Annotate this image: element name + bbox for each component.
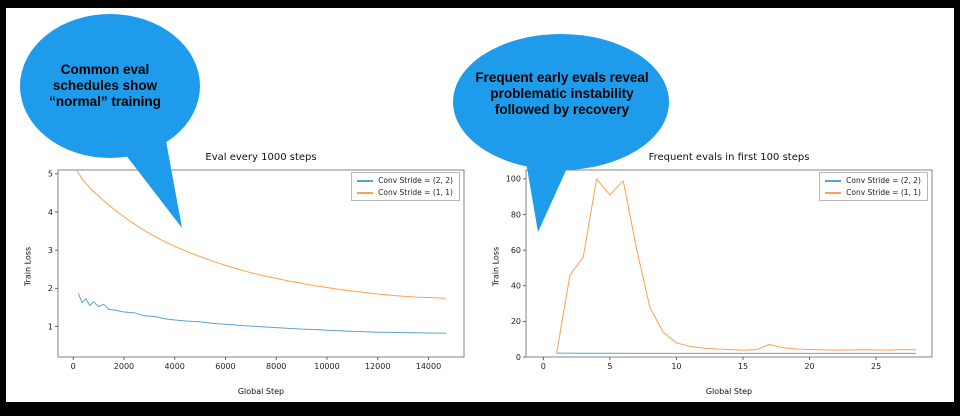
svg-text:4: 4	[48, 208, 53, 217]
legend-label: Conv Stride = (1, 1)	[378, 188, 453, 197]
legend-label: Conv Stride = (2, 2)	[378, 176, 453, 185]
chart-title: Frequent evals in first 100 steps	[648, 152, 810, 163]
svg-text:10: 10	[671, 362, 681, 371]
callout-text-left: Common eval schedules show “normal” trai…	[49, 62, 161, 109]
speech-bubble-right	[453, 34, 669, 232]
legend-entry: Conv Stride = (2, 2)	[357, 176, 453, 185]
chart-plot-area: 0 5 10 15 20 25 0 20 40 60 80 100	[506, 169, 933, 371]
svg-text:3: 3	[48, 246, 53, 255]
speech-bubble-tail	[526, 162, 568, 232]
speech-bubble-left	[20, 14, 200, 228]
svg-text:5: 5	[607, 362, 612, 371]
x-axis-label: Global Step	[237, 387, 285, 396]
svg-text:4000: 4000	[165, 362, 185, 371]
legend-entry: Conv Stride = (1, 1)	[357, 188, 453, 197]
chart-frequent-evals-first-100-steps: Frequent evals in first 100 steps 0 5 10 15…	[490, 152, 942, 398]
svg-text:2: 2	[48, 284, 53, 293]
legend-line-swatch	[357, 179, 374, 182]
legend-entry: Conv Stride = (2, 2)	[825, 176, 921, 185]
legend-label: Conv Stride = (1, 1)	[846, 188, 921, 197]
chart-eval-every-1000-steps: Eval every 1000 steps 0 2000 4000 6000 8000 1…	[22, 152, 474, 398]
legend-entry: Conv Stride = (1, 1)	[825, 188, 921, 197]
chart-legend: Conv Stride = (2, 2) Conv Stride = (1, 1…	[351, 172, 460, 201]
svg-text:80: 80	[511, 210, 521, 219]
svg-text:25: 25	[871, 362, 881, 371]
x-axis-label: Global Step	[705, 387, 753, 396]
svg-text:100: 100	[506, 175, 521, 184]
svg-text:60: 60	[511, 246, 521, 255]
svg-text:15: 15	[738, 362, 748, 371]
legend-line-swatch	[357, 191, 374, 194]
svg-text:20: 20	[804, 362, 814, 371]
svg-text:2000: 2000	[114, 362, 134, 371]
svg-text:14000: 14000	[416, 362, 441, 371]
svg-text:6000: 6000	[215, 362, 235, 371]
legend-line-swatch	[825, 191, 842, 194]
speech-bubble-body	[20, 14, 200, 158]
callout-text-right: Frequent early evals reveal problematic …	[475, 70, 649, 117]
slide-canvas: Eval every 1000 steps 0 2000 4000 6000 8000 1…	[6, 8, 954, 402]
svg-text:0: 0	[71, 362, 76, 371]
svg-text:5: 5	[48, 170, 53, 179]
svg-text:10000: 10000	[314, 362, 339, 371]
svg-text:8000: 8000	[266, 362, 286, 371]
svg-text:20: 20	[511, 317, 521, 326]
svg-text:1: 1	[48, 322, 53, 331]
svg-text:40: 40	[511, 282, 521, 291]
svg-text:0: 0	[541, 362, 546, 371]
chart-legend: Conv Stride = (2, 2) Conv Stride = (1, 1…	[819, 172, 928, 201]
chart-plot-area: 0 2000 4000 6000 8000 10000 12000 14000 1 2 3 4 5	[48, 169, 465, 371]
svg-text:0: 0	[516, 353, 521, 362]
speech-bubble-body	[453, 34, 669, 170]
svg-text:12000: 12000	[365, 362, 390, 371]
chart-title: Eval every 1000 steps	[205, 152, 317, 163]
legend-line-swatch	[825, 179, 842, 182]
legend-label: Conv Stride = (2, 2)	[846, 176, 921, 185]
y-axis-label: Train Loss	[23, 246, 33, 287]
